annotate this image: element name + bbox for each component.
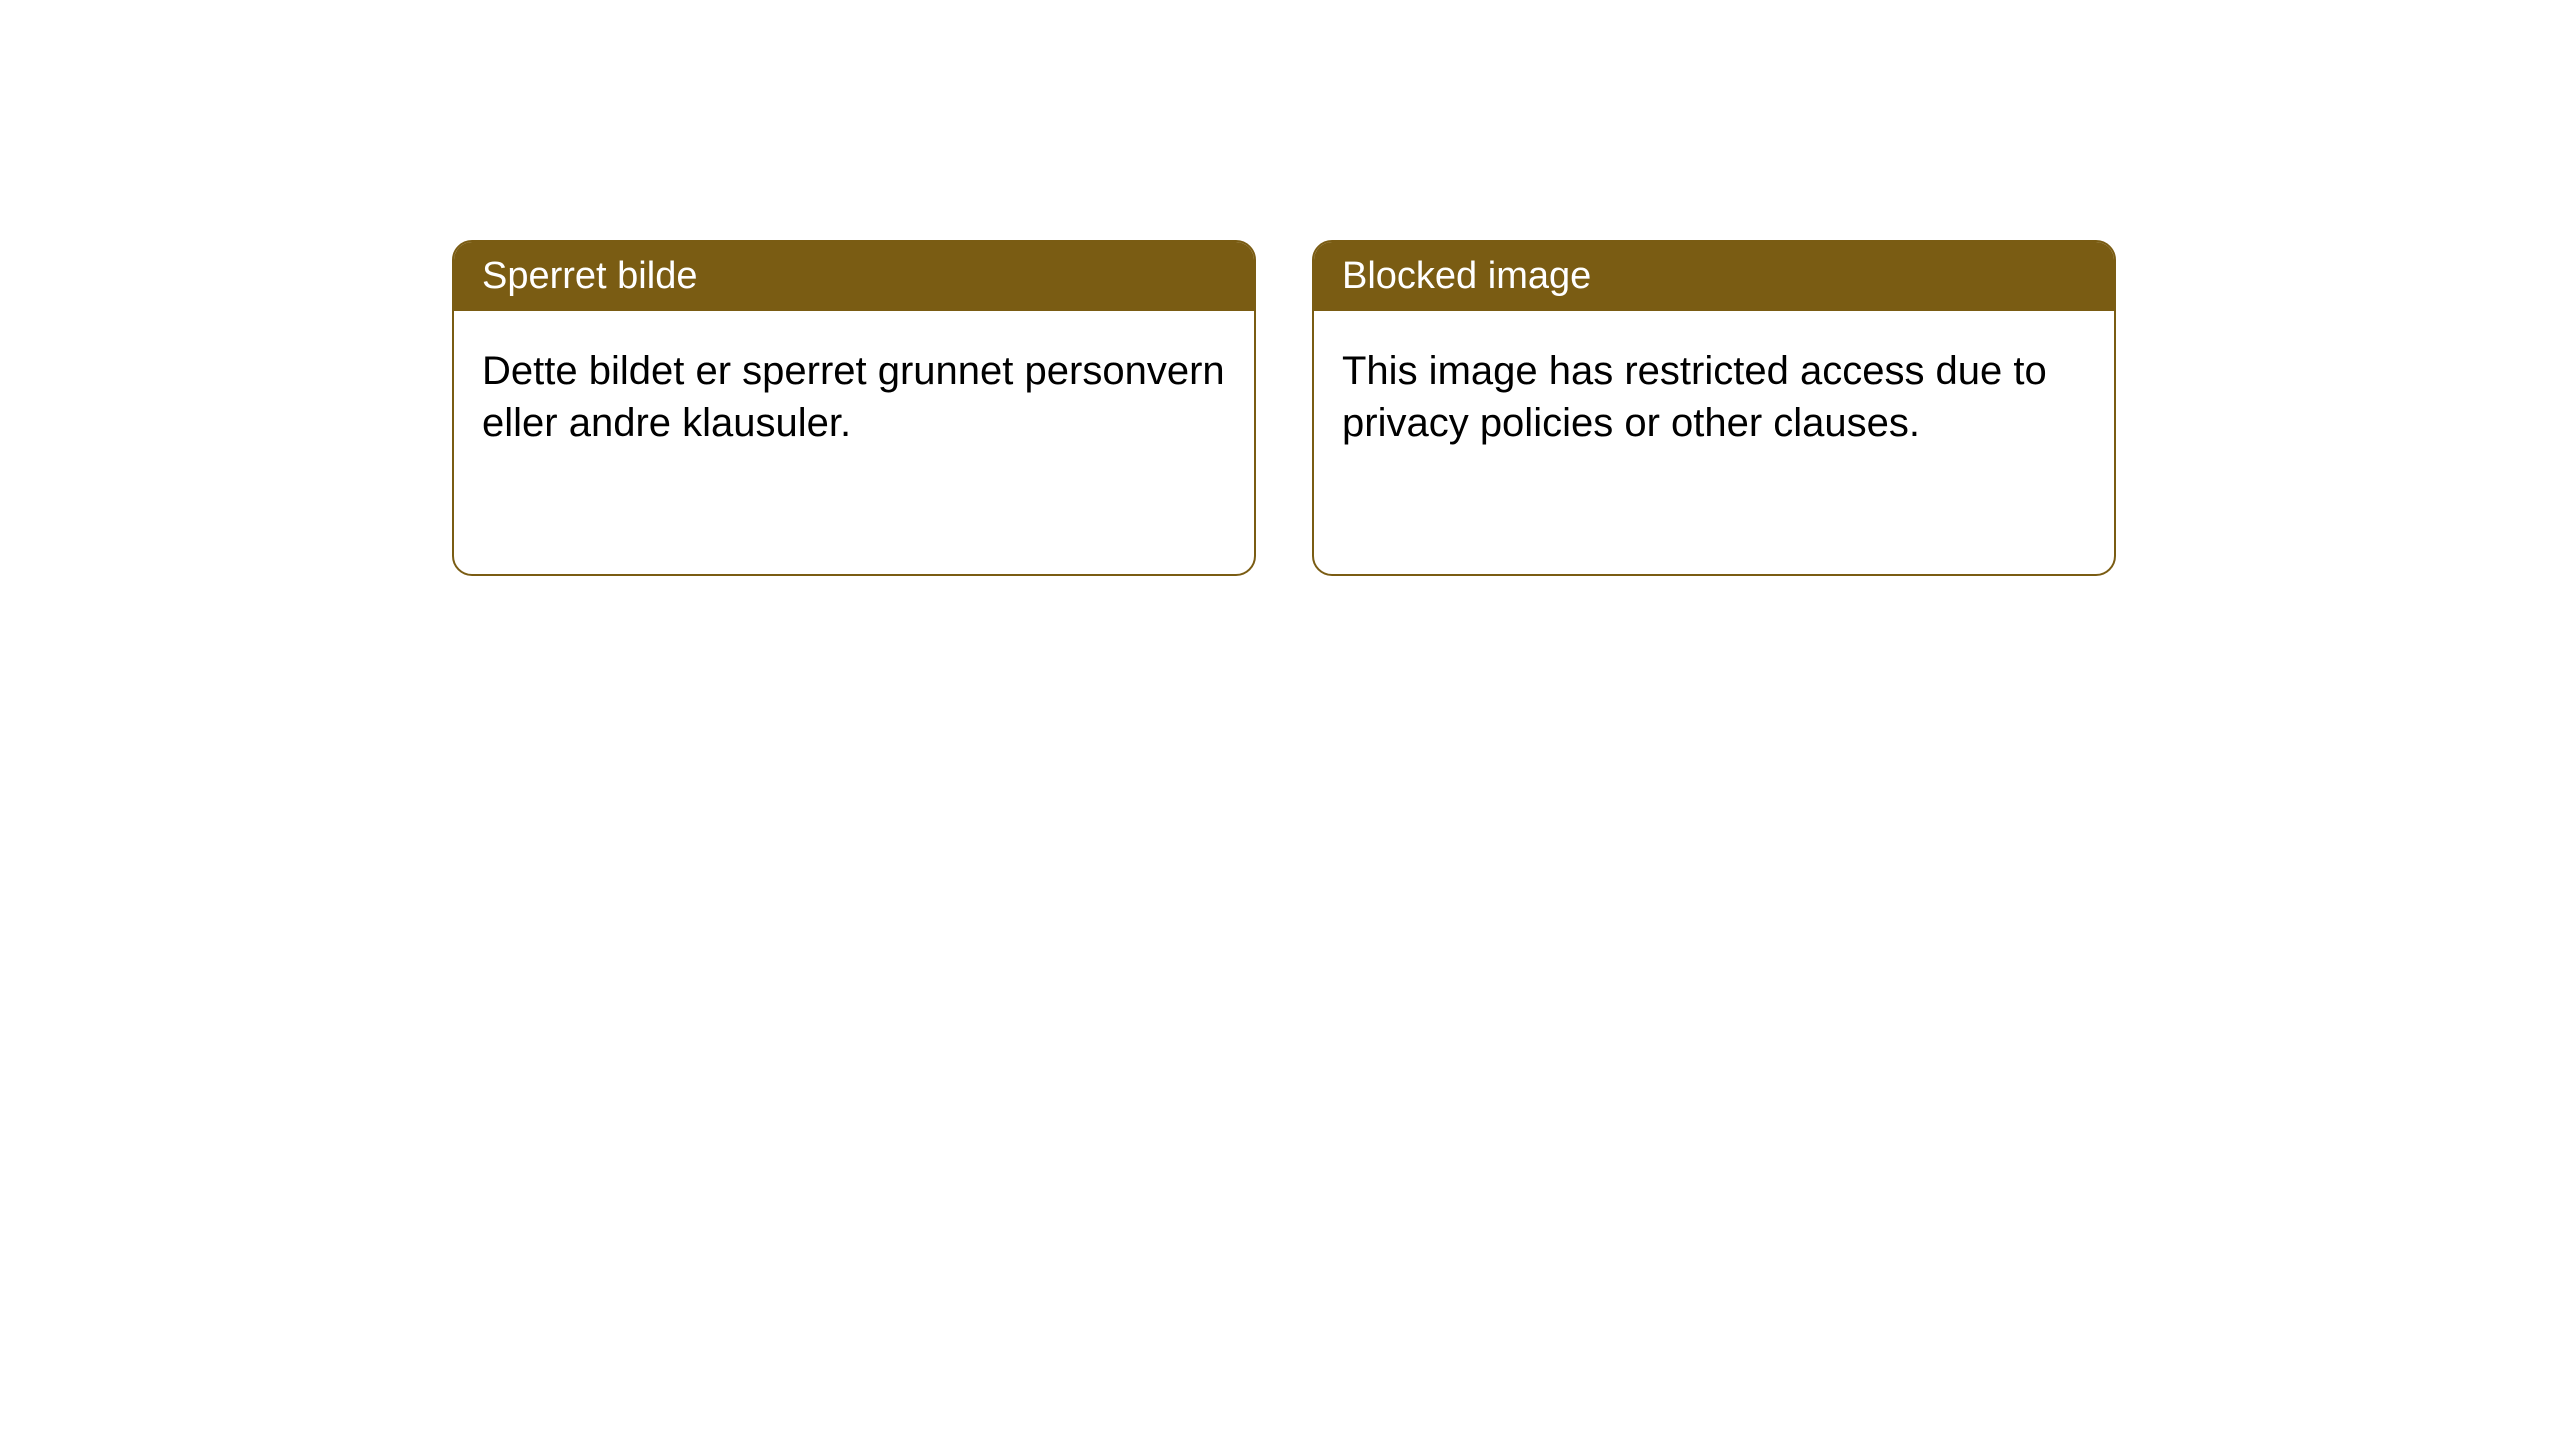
- notice-body: Dette bildet er sperret grunnet personve…: [454, 311, 1254, 483]
- notice-container: Sperret bilde Dette bildet er sperret gr…: [0, 0, 2560, 576]
- notice-body: This image has restricted access due to …: [1314, 311, 2114, 483]
- notice-body-text: This image has restricted access due to …: [1342, 349, 2047, 445]
- notice-header: Sperret bilde: [454, 242, 1254, 311]
- notice-card-norwegian: Sperret bilde Dette bildet er sperret gr…: [452, 240, 1256, 576]
- notice-title: Sperret bilde: [482, 255, 697, 297]
- notice-card-english: Blocked image This image has restricted …: [1312, 240, 2116, 576]
- notice-title: Blocked image: [1342, 255, 1591, 297]
- notice-body-text: Dette bildet er sperret grunnet personve…: [482, 349, 1225, 445]
- notice-header: Blocked image: [1314, 242, 2114, 311]
